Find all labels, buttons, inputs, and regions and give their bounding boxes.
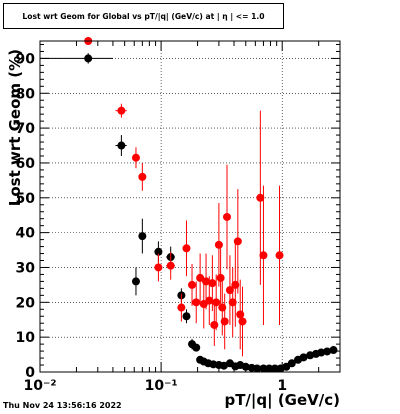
data-point [214,240,223,249]
data-point [208,279,217,288]
data-point [166,261,175,270]
data-point [236,310,245,319]
timestamp: Thu Nov 24 13:56:16 2022 [3,401,122,410]
plot-frame [39,40,341,373]
x-axis-label: pT/|q| (GeV/c) [224,391,340,410]
data-point [84,54,93,63]
y-tick-label: 10 [16,330,36,346]
data-point [323,347,332,356]
data-point [188,280,197,289]
grid [40,41,340,372]
data-point [253,364,262,373]
data-point [275,251,284,260]
data-point [222,212,231,221]
data-point [220,317,229,326]
data-point [238,317,247,326]
data-point [228,298,237,307]
data-point [241,362,250,371]
y-tick-label: 80 [16,86,36,102]
x-tick-label: 10⁻² [23,378,56,394]
data-point [225,286,234,295]
y-tick-label: 40 [16,226,36,242]
data-point [182,312,191,321]
data-point [212,298,221,307]
x-tick-label: 10⁻¹ [145,378,178,394]
data-point [233,237,242,246]
data-point [192,343,201,352]
data-point [270,364,279,373]
series-red [40,37,284,357]
data-point [192,298,201,307]
data-point [196,273,205,282]
data-point [117,141,126,150]
data-point [154,263,163,272]
data-point [210,320,219,329]
data-point [138,232,147,241]
y-tick-label: 60 [16,156,36,172]
data-point [299,353,308,362]
axis-ticks [39,41,341,373]
data-point [231,280,240,289]
y-tick-label: 70 [16,121,36,137]
data-point [182,244,191,253]
y-tick-label: 90 [16,51,36,67]
data-point [216,273,225,282]
data-point [131,153,140,162]
data-point [202,277,211,286]
y-tick-label: 0 [25,365,35,381]
y-tick-label: 30 [16,260,36,276]
tick-labels: 0 10 20 30 40 50 60 70 80 90 10⁻² 10⁻¹ 1 [16,51,288,394]
y-axis-label: Lost wrt Geom (%) [6,49,24,206]
data-point [259,364,268,373]
data-point [265,364,274,373]
data-point [256,193,265,202]
data-point [219,361,228,370]
y-tick-label: 50 [16,191,36,207]
data-point [177,303,186,312]
data-point [117,106,126,115]
data-point [259,251,268,260]
data-point [287,359,296,368]
chart-title: Lost wrt Geom for Global vs pT/|q| (GeV/… [3,3,284,29]
data-point [154,247,163,256]
data-point [317,348,326,357]
data-point [205,296,214,305]
x-tick-label: 1 [277,378,287,394]
y-tick-label: 20 [16,295,36,311]
data-point [138,172,147,181]
data-point [329,346,338,355]
data-point [131,277,140,286]
series-black [40,53,338,373]
